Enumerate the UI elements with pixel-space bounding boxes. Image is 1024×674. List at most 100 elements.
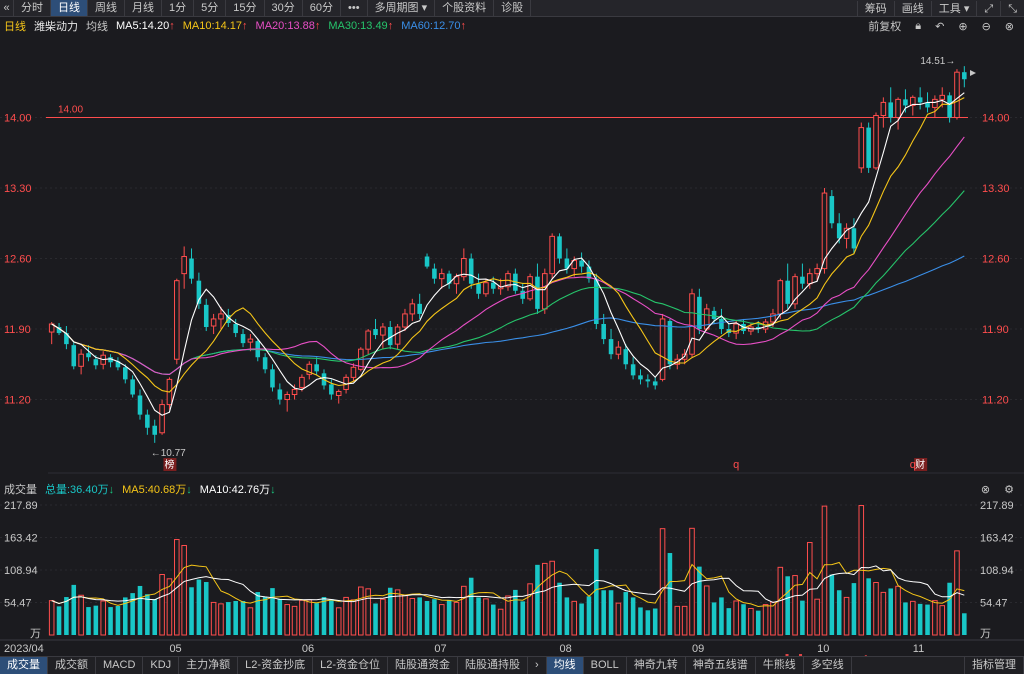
candle-body [659, 318, 666, 380]
volume-controls: ⊗ ⚙ [975, 481, 1022, 497]
volume-bar [703, 585, 710, 636]
tab-period-5[interactable]: 5分 [194, 0, 227, 16]
undo-icon[interactable]: ↶ [935, 20, 945, 33]
volume-chart[interactable]: 217.89 217.89 163.42 163.42 108.94 108.94 54.4… [0, 497, 1024, 656]
indicator-tab-4[interactable]: 主力净额 [179, 657, 239, 674]
volume-bar [394, 589, 401, 636]
volume-bar [726, 608, 732, 635]
tab-period-6[interactable]: 15分 [226, 0, 265, 16]
candle-body [623, 349, 629, 365]
tab-period-10[interactable]: 多周期图 ▾ [368, 0, 436, 16]
candle-body [962, 72, 967, 80]
back-icon[interactable]: « [0, 0, 14, 16]
tab-period-3[interactable]: 月线 [125, 0, 162, 16]
chevron-right-icon[interactable]: › [528, 657, 547, 674]
candle-body [910, 96, 916, 106]
collapse-icon[interactable]: ⤡ [1000, 0, 1024, 17]
candle-body [638, 375, 643, 380]
zoom-out-icon[interactable]: ⊖ [981, 20, 991, 33]
close-icon[interactable]: ⊗ [980, 483, 991, 496]
overlay-tab-4[interactable]: 牛熊线 [756, 657, 804, 674]
volume-bar [432, 599, 437, 635]
period-toolbar: «分时 日线 周线 月线 1分 5分 15分 30分 60分 ••• 多周期图 ▾ 个股资料 诊股 筹码画… [0, 0, 1024, 17]
candle-body [152, 425, 158, 435]
toolbar-right-0[interactable]: 筹码 [856, 0, 894, 17]
candle-body [350, 366, 357, 378]
ma20-line [51, 136, 965, 375]
tab-period-0[interactable]: 分时 [14, 0, 51, 16]
close-icon[interactable]: ⊗ [1004, 20, 1014, 33]
volume-bar [262, 597, 268, 635]
date-tick: 10 [817, 643, 829, 655]
tab-period-11[interactable]: 个股资料 [435, 0, 495, 16]
tab-period-12[interactable]: 诊股 [494, 0, 532, 16]
ma60-text: MA60:12.70 [401, 20, 461, 32]
volume-bar [78, 594, 84, 636]
volume-tick-right: 54.47 [980, 598, 1008, 610]
candle-body [925, 102, 930, 108]
candle-body [645, 379, 651, 382]
volume-bar [535, 564, 540, 635]
indicator-tab-6[interactable]: L2-资金仓位 [313, 657, 388, 674]
volume-bar [365, 588, 371, 636]
indicator-tab-1[interactable]: 成交额 [48, 657, 96, 674]
tab-period-1[interactable]: 日线 [51, 0, 88, 16]
tab-period-9[interactable]: ••• [341, 0, 368, 16]
volume-bar [71, 584, 77, 635]
indicator-tab-8[interactable]: 陆股通持股 [458, 657, 528, 674]
zoom-in-icon[interactable]: ⊕ [958, 20, 968, 33]
volume-bar [755, 610, 761, 635]
indicator-tab-3[interactable]: KDJ [143, 657, 180, 674]
candle-body [542, 273, 548, 310]
indicator-manage-button[interactable]: 指标管理 [964, 657, 1024, 674]
volume-bar [64, 597, 69, 635]
volume-bar [108, 607, 113, 635]
candle-body [652, 381, 658, 386]
candle-body [453, 276, 460, 285]
lock-icon[interactable]: 🔒︎ [915, 19, 922, 32]
event-marker-bg [914, 458, 928, 471]
overlay-tab-1[interactable]: BOLL [584, 657, 627, 674]
gear-icon[interactable]: ⚙ [1004, 483, 1014, 496]
overlay-tab-5[interactable]: 多空线 [804, 657, 852, 674]
indicator-tab-2[interactable]: MACD [96, 657, 144, 674]
indicator-tab-7[interactable]: 陆股通资金 [388, 657, 458, 674]
volume-ma5-text: MA5:40.68万 [122, 484, 187, 496]
overlay-tab-0[interactable]: 均线 [546, 657, 584, 674]
volume-bar [329, 599, 334, 635]
volume-bar [130, 593, 135, 635]
tab-period-8[interactable]: 60分 [303, 0, 341, 16]
candle-body [145, 414, 150, 428]
tab-period-2[interactable]: 周线 [88, 0, 125, 16]
candle-body [174, 280, 180, 360]
adjust-label[interactable]: 前复权 [868, 21, 902, 33]
volume-bar [446, 599, 452, 635]
candle-body [262, 357, 268, 370]
candle-body [806, 273, 813, 285]
volume-tick-right: 163.42 [980, 532, 1014, 544]
ma10-text: MA10:14.17 [182, 20, 243, 32]
overlay-tab-3[interactable]: 神奇五线谱 [686, 657, 756, 674]
overlay-tab-2[interactable]: 神奇九转 [627, 657, 686, 674]
volume-info-bar: 成交量 总量:36.40万↓ MA5:40.68万↓ MA10:42.76万↓ … [0, 481, 1024, 497]
volume-bar [947, 582, 952, 635]
volume-bar [785, 576, 790, 635]
volume-bar [210, 601, 217, 636]
indicator-tab-0[interactable]: 成交量 [0, 657, 48, 674]
price-chart[interactable]: 14.00 14.00 13.30 13.30 12.60 12.60 11.90 11.90… [0, 35, 1024, 481]
tab-period-7[interactable]: 30分 [265, 0, 303, 16]
ma-label[interactable]: 均线 [86, 21, 108, 33]
indicator-tab-5[interactable]: L2-资金抄底 [238, 657, 314, 674]
volume-bar [652, 608, 658, 635]
up-arrow-icon: ↑ [169, 20, 175, 32]
expand-icon[interactable]: ⤢ [976, 0, 1000, 17]
stock-name[interactable]: 潍柴动力 [34, 21, 78, 33]
tab-period-4[interactable]: 1分 [162, 0, 195, 16]
candle-body [247, 338, 254, 343]
volume-bar [350, 599, 357, 636]
toolbar-right-2[interactable]: 工具 ▾ [930, 0, 977, 17]
volume-bar [851, 583, 857, 635]
candle-body [814, 268, 820, 275]
toolbar-right-1[interactable]: 画线 [893, 0, 931, 17]
up-arrow-icon: ↑ [387, 20, 394, 32]
